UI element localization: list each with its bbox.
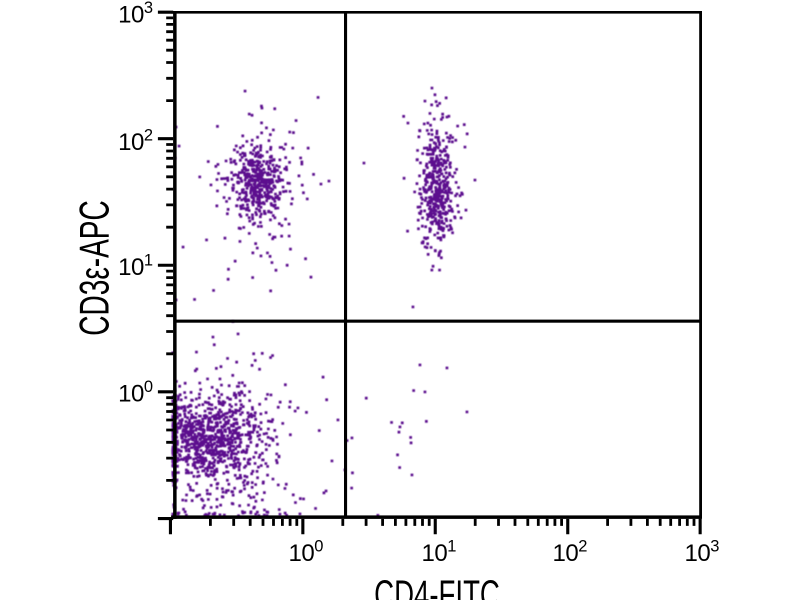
svg-text:103: 103 [685,538,720,568]
svg-text:103: 103 [118,0,153,29]
svg-text:101: 101 [422,538,457,568]
svg-text:100: 100 [289,538,324,568]
svg-text:100: 100 [118,378,153,408]
svg-text:CD4-FITC: CD4-FITC [374,573,500,600]
svg-text:102: 102 [118,126,153,156]
svg-text:CD3ε-APC: CD3ε-APC [71,200,118,335]
svg-text:102: 102 [553,538,588,568]
svg-text:101: 101 [118,252,153,282]
